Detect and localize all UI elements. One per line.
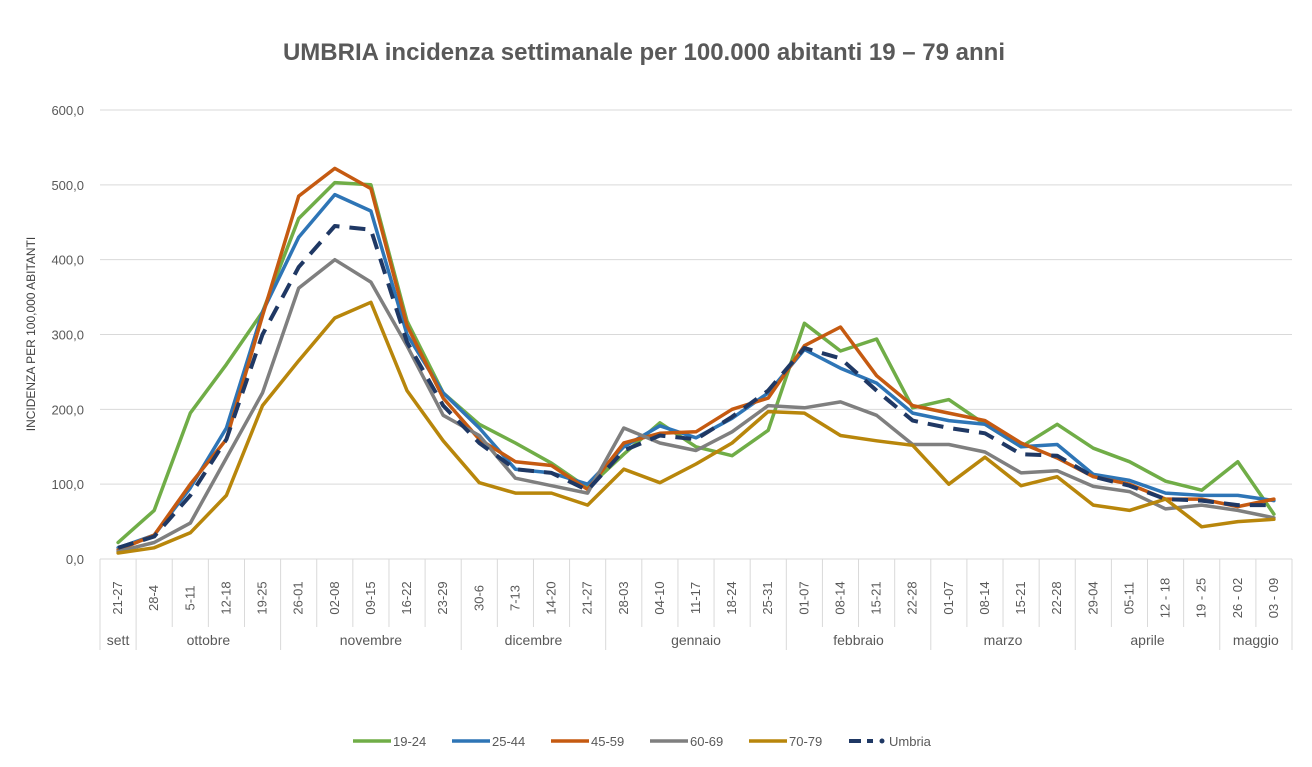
x-tick-label: 28-4 — [146, 585, 161, 611]
y-tick-label: 200,0 — [51, 402, 84, 417]
x-tick-label: 21-27 — [580, 581, 595, 614]
series-line-70-79 — [116, 300, 1276, 555]
legend-label: 25-44 — [492, 734, 525, 749]
y-tick-label: 600,0 — [51, 103, 84, 118]
y-axis-ticks: 0,0 100,0 200,0 300,0 400,0 500,0 600,0 — [51, 103, 84, 567]
x-tick-label: 05-11 — [1121, 582, 1136, 614]
x-tick-label: 09-15 — [363, 581, 378, 614]
legend-label: 19-24 — [393, 734, 426, 749]
x-tick-label: 22-28 — [905, 581, 920, 614]
series-line-45-59 — [116, 166, 1276, 552]
y-tick-label: 500,0 — [51, 178, 84, 193]
x-tick-label: 28-03 — [616, 581, 631, 614]
legend-label: 45-59 — [591, 734, 624, 749]
y-tick-label: 0,0 — [66, 552, 84, 567]
series-line-60-69 — [116, 257, 1276, 554]
y-tick-label: 300,0 — [51, 328, 84, 343]
x-axis: 21-27 28-4 5-11 12-18 19-25 26-01 02-08 09-15 16… — [99, 559, 1293, 650]
month-label: dicembre — [505, 632, 563, 648]
series-line-25-44 — [116, 192, 1276, 550]
chart-title: UMBRIA incidenza settimanale per 100.000… — [283, 39, 1005, 66]
x-tick-label: 19 - 25 — [1194, 578, 1209, 618]
month-label: marzo — [984, 632, 1023, 648]
x-tick-label: 12-18 — [218, 581, 233, 614]
x-tick-label: 30-6 — [471, 585, 486, 611]
legend-swatch — [879, 738, 885, 744]
x-tick-label: 11-17 — [688, 582, 703, 614]
x-tick-label: 5-11 — [182, 585, 197, 610]
x-tick-label: 04-10 — [652, 581, 667, 614]
x-tick-label: 08-14 — [977, 581, 992, 614]
month-label: febbraio — [833, 632, 884, 648]
x-tick-label: 02-08 — [327, 581, 342, 614]
x-tick-label: 01-07 — [941, 581, 956, 614]
legend-label: 60-69 — [690, 734, 723, 749]
x-tick-label: 01-07 — [796, 581, 811, 614]
x-tick-label: 26 - 02 — [1230, 578, 1245, 618]
x-tick-label: 29-04 — [1085, 581, 1100, 614]
legend-label: 70-79 — [789, 734, 822, 749]
x-tick-label: 15-21 — [869, 581, 884, 614]
y-tick-label: 100,0 — [51, 477, 84, 492]
month-label: novembre — [340, 632, 402, 648]
month-label: maggio — [1233, 632, 1279, 648]
x-tick-label: 16-22 — [399, 581, 414, 614]
x-tick-label: 21-27 — [110, 581, 125, 614]
y-axis-label: INCIDENZA PER 100,000 ABITANTI — [24, 237, 38, 432]
y-tick-label: 400,0 — [51, 253, 84, 268]
x-tick-label: 26-01 — [291, 581, 306, 614]
x-tick-label: 03 - 09 — [1266, 578, 1281, 618]
month-label: sett — [107, 632, 130, 648]
legend-label: Umbria — [889, 734, 932, 749]
x-tick-label: 7-13 — [507, 585, 522, 611]
x-tick-label: 15-21 — [1013, 581, 1028, 614]
x-tick-label: 25-31 — [760, 581, 775, 614]
x-tick-label: 22-28 — [1049, 581, 1064, 614]
x-tick-label: 14-20 — [544, 581, 559, 614]
series-line-Umbria — [117, 224, 1274, 550]
series-line-19-24 — [116, 180, 1276, 545]
series-lines — [116, 166, 1276, 555]
x-tick-label: 12 - 18 — [1158, 578, 1173, 618]
gridlines — [100, 109, 1292, 560]
legend: 19-24 25-44 45-59 60-69 70-79 Umbria — [353, 734, 932, 749]
month-label: ottobre — [187, 632, 231, 648]
x-tick-label: 23-29 — [435, 581, 450, 614]
month-label: gennaio — [671, 632, 721, 648]
x-tick-label: 08-14 — [832, 581, 847, 614]
month-label: aprile — [1130, 632, 1164, 648]
x-tick-label: 18-24 — [724, 581, 739, 614]
x-tick-label: 19-25 — [255, 581, 270, 614]
